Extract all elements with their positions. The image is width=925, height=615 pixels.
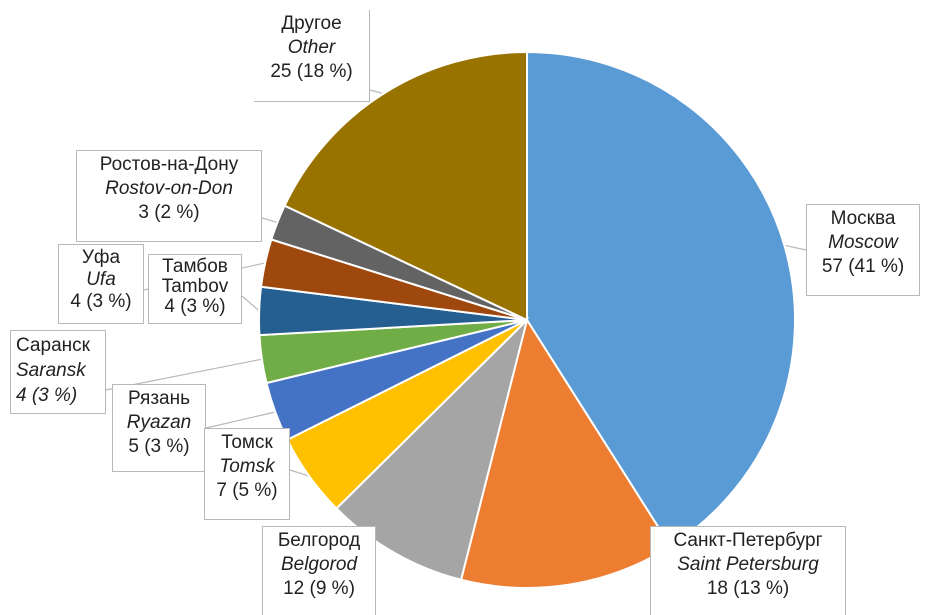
label-rostov-ru: Ростов-на-Дону: [99, 154, 239, 175]
label-saransk-value: 4 (3 %): [16, 385, 78, 406]
leader-line-tambov: [241, 295, 260, 312]
label-rostov-en: Rostov-on-Don: [105, 178, 233, 199]
label-tomsk-value: 7 (5 %): [216, 480, 278, 501]
label-belgorod-en: Belgorod: [280, 554, 358, 575]
label-tambov-ru: Тамбов: [162, 256, 228, 277]
label-saransk-ru: Саранск: [16, 335, 90, 356]
label-tomsk-ru: Томск: [221, 432, 273, 453]
label-ryazan-value: 5 (3 %): [128, 436, 190, 457]
label-spb-en: Saint Petersburg: [677, 554, 819, 575]
label-spb-value: 18 (13 %): [706, 578, 790, 599]
label-ufa-ru: Уфа: [81, 247, 121, 268]
label-saransk-en: Saransk: [16, 360, 86, 381]
label-ufa-value: 4 (3 %): [70, 291, 132, 312]
label-other-value: 25 (18 %): [270, 61, 353, 82]
label-moscow: Москва Moscow 57 (41 %): [806, 204, 920, 296]
label-tambov: Тамбов Tambov 4 (3 %): [148, 254, 242, 324]
label-moscow-en: Moscow: [828, 232, 898, 253]
leader-line-rostov: [261, 217, 278, 223]
label-saransk: Саранск Saransk 4 (3 %): [10, 330, 106, 414]
label-moscow-value: 57 (41 %): [821, 256, 905, 277]
label-ryazan-ru: Рязань: [127, 388, 190, 409]
label-rostov-value: 3 (2 %): [138, 202, 200, 223]
pie-slice-belgorod: [335, 316, 529, 581]
label-spb-ru: Санкт-Петербург: [673, 530, 823, 551]
label-tomsk: Томск Tomsk 7 (5 %): [204, 428, 290, 520]
label-tomsk-en: Tomsk: [219, 456, 275, 477]
leader-line-tomsk: [289, 469, 310, 477]
label-belgorod-value: 12 (9 %): [283, 578, 355, 599]
label-tambov-en: Tambov: [161, 276, 229, 297]
leader-line-ryazan: [205, 411, 276, 429]
label-ryazan: Рязань Ryazan 5 (3 %): [112, 384, 206, 472]
pie-slice-moscow: [526, 50, 796, 548]
label-other: Другое Other 25 (18 %): [254, 10, 370, 102]
label-ryazan-en: Ryazan: [126, 412, 192, 433]
leader-line-other: [369, 89, 384, 95]
label-other-ru: Другое: [281, 13, 342, 34]
label-ufa: Уфа Ufa 4 (3 %): [58, 244, 144, 324]
label-tambov-value: 4 (3 %): [164, 296, 226, 317]
label-spb: Санкт-Петербург Saint Petersburg 18 (13 …: [650, 526, 846, 615]
label-moscow-ru: Москва: [830, 208, 896, 229]
label-other-en: Other: [287, 37, 336, 58]
label-belgorod: Белгород Belgorod 12 (9 %): [262, 526, 376, 615]
label-belgorod-ru: Белгород: [277, 530, 361, 551]
leader-line-moscow: [784, 244, 807, 251]
label-rostov: Ростов-на-Дону Rostov-on-Don 3 (2 %): [76, 150, 262, 242]
pie-slice-other: [283, 50, 528, 322]
label-ufa-en: Ufa: [86, 269, 116, 290]
